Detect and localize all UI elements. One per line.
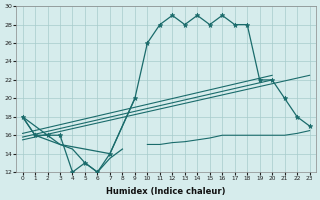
X-axis label: Humidex (Indice chaleur): Humidex (Indice chaleur) bbox=[106, 187, 226, 196]
